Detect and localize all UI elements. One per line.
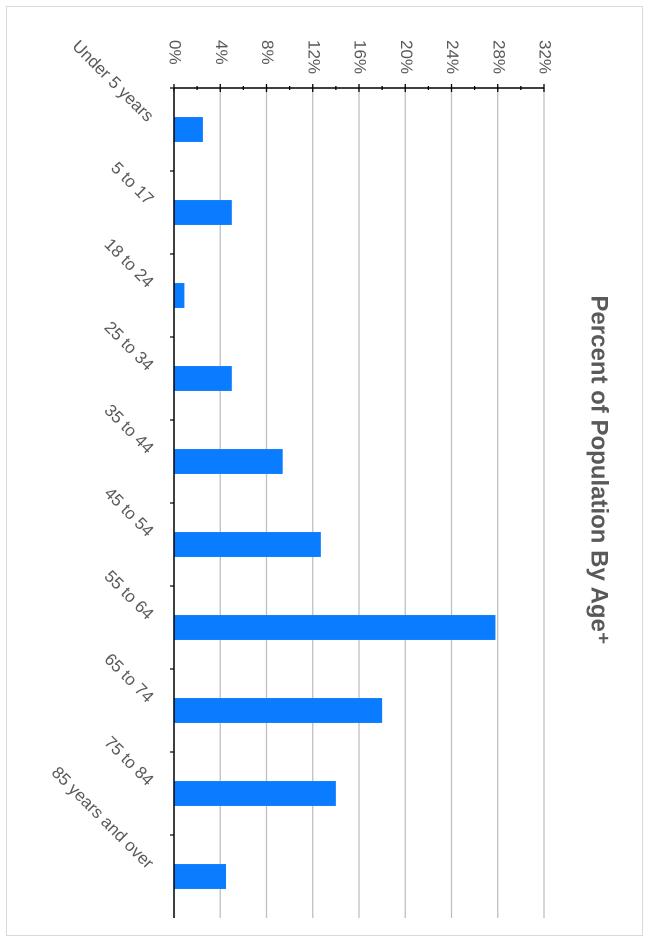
category-label: 18 to 24 xyxy=(101,235,158,292)
bar-layer xyxy=(174,117,496,889)
axis-layer xyxy=(170,84,545,918)
tick-label-layer: 0% 4% 8% 12% 16% 20% 24% 28% 32% xyxy=(166,40,555,74)
bar xyxy=(174,449,283,474)
category-label: 25 to 34 xyxy=(101,318,158,375)
category-label: 55 to 64 xyxy=(101,567,158,624)
bar xyxy=(174,283,185,308)
x-tick-label: 24% xyxy=(443,40,462,74)
chart-frame xyxy=(6,6,643,936)
bar xyxy=(174,698,383,723)
category-label: 35 to 44 xyxy=(101,401,158,458)
x-tick-label: 20% xyxy=(397,40,416,74)
bar xyxy=(174,200,232,225)
x-tick-label: 32% xyxy=(536,40,555,74)
x-tick-label: 8% xyxy=(258,40,277,65)
x-tick-label: 28% xyxy=(489,40,508,74)
x-tick-label: 4% xyxy=(212,40,231,65)
category-label-layer: Under 5 years 5 to 17 18 to 24 25 to 34 35 t… xyxy=(48,37,158,873)
bar xyxy=(174,864,227,889)
category-label: 45 to 54 xyxy=(101,484,158,541)
category-label: 75 to 84 xyxy=(101,733,158,790)
category-label: 65 to 74 xyxy=(101,650,158,707)
x-tick-label: 0% xyxy=(166,40,185,65)
category-label: Under 5 years xyxy=(68,37,157,126)
chart-title: Percent of Population By Age⁺ xyxy=(586,295,613,644)
grid-layer xyxy=(219,88,545,918)
bar xyxy=(174,366,232,391)
bar xyxy=(174,615,496,640)
x-tick-label: 12% xyxy=(304,40,323,74)
bar xyxy=(174,532,321,557)
x-tick-label: 16% xyxy=(351,40,370,74)
bar xyxy=(174,117,203,142)
category-label: 5 to 17 xyxy=(107,158,157,208)
bar xyxy=(174,781,336,806)
